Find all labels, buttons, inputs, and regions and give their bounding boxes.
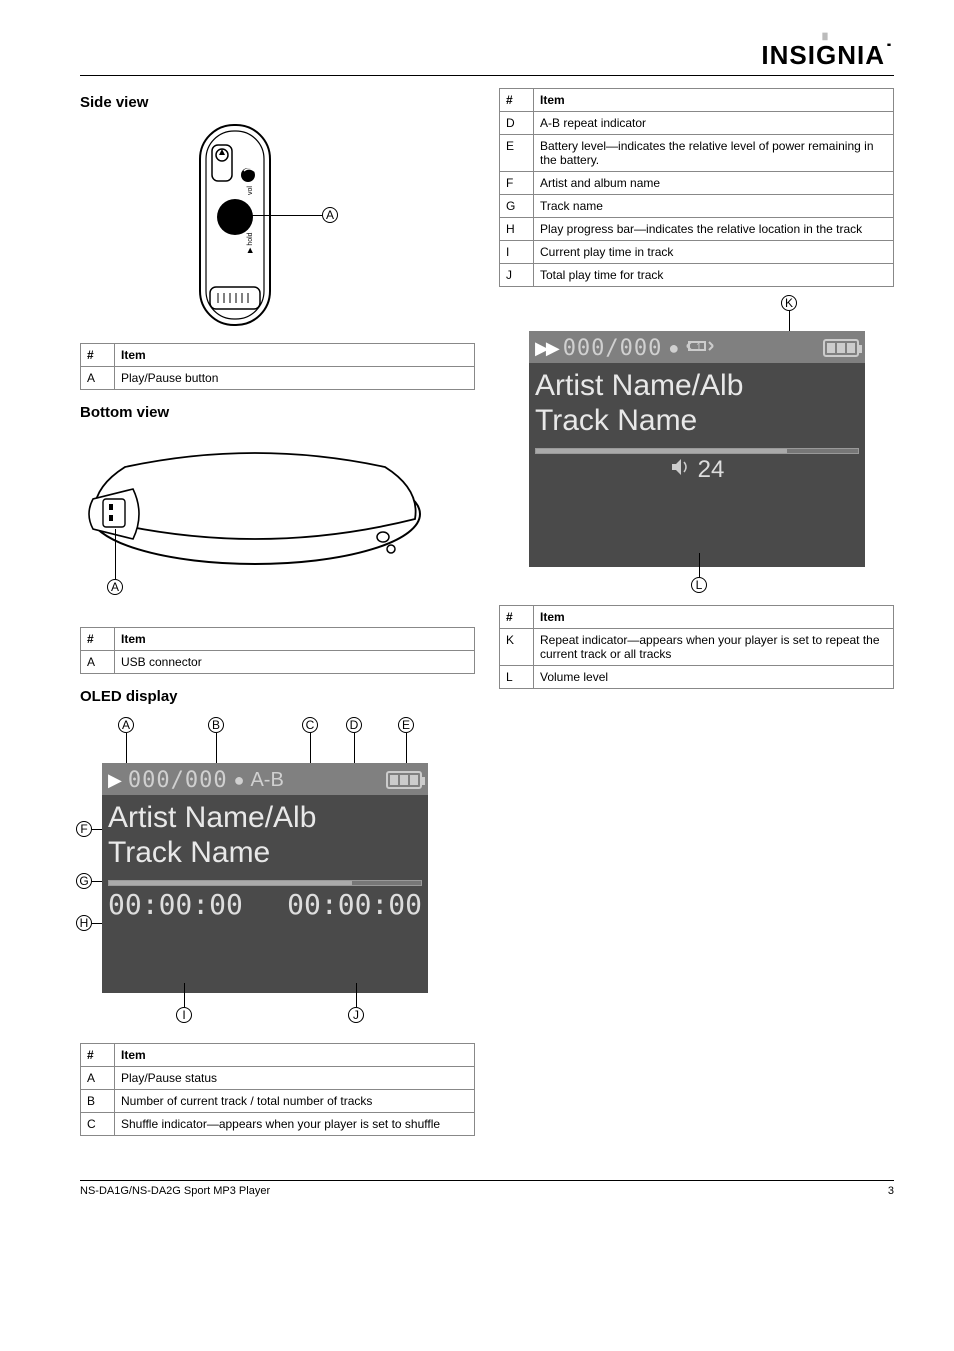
callout-f: F xyxy=(76,821,92,837)
col-header: Item xyxy=(115,1044,475,1067)
callout-a: A xyxy=(322,207,338,223)
table-row: KRepeat indicator—appears when your play… xyxy=(500,629,894,666)
oled-topbar: ▶ 000/000 ● A-B xyxy=(102,763,428,795)
col-header: # xyxy=(500,89,534,112)
bottom-view-heading: Bottom view xyxy=(80,404,475,421)
track-line: Track Name xyxy=(108,836,422,871)
row-val: USB connector xyxy=(115,651,475,674)
shuffle-dot-icon: ● xyxy=(668,338,679,359)
volume-value: 24 xyxy=(698,456,725,484)
callout-c: C xyxy=(302,717,318,733)
table-row: EBattery level—indicates the relative le… xyxy=(500,135,894,172)
left-column: Side view vol ▶ hold xyxy=(80,88,475,1150)
speaker-icon xyxy=(670,458,692,482)
battery-icon xyxy=(823,339,859,357)
bottom-view-diagram: A xyxy=(80,429,430,619)
ab-repeat-icon: A-B xyxy=(250,769,283,792)
svg-text:1: 1 xyxy=(696,342,702,353)
col-header: # xyxy=(81,344,115,367)
oled-screen-2: ▶▶ 000/000 ● 1 Artist Name/Alb Track Nam… xyxy=(529,331,865,567)
svg-text:▶ hold: ▶ hold xyxy=(247,232,254,253)
footer: NS-DA1G/NS-DA2G Sport MP3 Player 3 xyxy=(80,1181,894,1201)
time-row: 00:00:00 00:00:00 xyxy=(108,888,422,921)
page: INSIG▝NIA˙ Side view vo xyxy=(0,0,954,1241)
side-view-table: # Item A Play/Pause button xyxy=(80,343,475,390)
artist-line: Artist Name/Alb xyxy=(108,801,422,836)
table-row: DA-B repeat indicator xyxy=(500,112,894,135)
oled-heading: OLED display xyxy=(80,688,475,705)
callout-line xyxy=(252,215,322,216)
row-key: A xyxy=(81,651,115,674)
bottom-view-svg xyxy=(80,429,430,619)
repeat-icon: 1 xyxy=(685,336,715,361)
callout-a: A xyxy=(118,717,134,733)
page-number: 3 xyxy=(888,1185,894,1197)
callout-j: J xyxy=(348,1007,364,1023)
progress-bar xyxy=(535,448,859,454)
callout-l: L xyxy=(691,577,707,593)
two-column-layout: Side view vol ▶ hold xyxy=(80,88,894,1150)
progress-bar xyxy=(108,880,422,886)
track-counter: 000/000 xyxy=(128,768,228,793)
table-row: HPlay progress bar—indicates the relativ… xyxy=(500,218,894,241)
table-row: ICurrent play time in track xyxy=(500,241,894,264)
volume-row: 24 xyxy=(535,456,859,484)
battery-icon xyxy=(386,771,422,789)
oled-diagram-2: K ▶▶ 000/000 ● 1 Artist Name/Alb Track N… xyxy=(499,301,869,581)
skip-fwd-icon: ▶▶ xyxy=(535,338,557,359)
callout-i: I xyxy=(176,1007,192,1023)
table-row: JTotal play time for track xyxy=(500,264,894,287)
col-header: # xyxy=(500,606,534,629)
oled-table-left: # Item APlay/Pause status BNumber of cur… xyxy=(80,1043,475,1136)
time-elapsed: 00:00:00 xyxy=(108,888,243,921)
oled-screen-1: ▶ 000/000 ● A-B Artist Name/Alb Track Na… xyxy=(102,763,428,993)
track-counter: 000/000 xyxy=(563,336,663,361)
header: INSIG▝NIA˙ xyxy=(80,40,894,76)
callout-b: B xyxy=(208,717,224,733)
brand-logo: INSIG▝NIA˙ xyxy=(761,40,894,70)
oled-topbar: ▶▶ 000/000 ● 1 xyxy=(529,331,865,363)
table-row: FArtist and album name xyxy=(500,172,894,195)
callout-line-v xyxy=(115,529,116,579)
callout-e: E xyxy=(398,717,414,733)
col-header: Item xyxy=(115,344,475,367)
time-total: 00:00:00 xyxy=(287,888,422,921)
table-row: LVolume level xyxy=(500,666,894,689)
oled-repeat-table: # Item KRepeat indicator—appears when yo… xyxy=(499,605,894,689)
col-header: # xyxy=(81,628,115,651)
track-line: Track Name xyxy=(535,404,859,439)
shuffle-dot-icon: ● xyxy=(234,770,245,791)
bottom-view-table: # Item A USB connector xyxy=(80,627,475,674)
side-view-svg: vol ▶ hold xyxy=(80,115,420,335)
callout-d: D xyxy=(346,717,362,733)
side-view-diagram: vol ▶ hold A xyxy=(80,115,420,335)
svg-text:vol: vol xyxy=(247,186,254,195)
table-row: A USB connector xyxy=(81,651,475,674)
right-column: # Item DA-B repeat indicator EBattery le… xyxy=(499,88,894,1150)
col-header: Item xyxy=(534,89,894,112)
col-header: # xyxy=(81,1044,115,1067)
callout-h: H xyxy=(76,915,92,931)
side-view-heading: Side view xyxy=(80,94,475,111)
callout-a: A xyxy=(107,579,123,595)
artist-line: Artist Name/Alb xyxy=(535,369,859,404)
table-row: CShuffle indicator—appears when your pla… xyxy=(81,1113,475,1136)
col-header: Item xyxy=(115,628,475,651)
row-key: A xyxy=(81,367,115,390)
col-header: Item xyxy=(534,606,894,629)
footer-title: NS-DA1G/NS-DA2G Sport MP3 Player xyxy=(80,1185,270,1197)
table-row: GTrack name xyxy=(500,195,894,218)
oled-diagram-1: A B C D E F G H ▶ xyxy=(80,715,430,1035)
row-val: Play/Pause button xyxy=(115,367,475,390)
play-icon: ▶ xyxy=(108,770,122,791)
table-row: A Play/Pause button xyxy=(81,367,475,390)
callout-k: K xyxy=(781,295,797,311)
table-row: APlay/Pause status xyxy=(81,1067,475,1090)
callout-g: G xyxy=(76,873,92,889)
table-row: BNumber of current track / total number … xyxy=(81,1090,475,1113)
oled-table-right: # Item DA-B repeat indicator EBattery le… xyxy=(499,88,894,287)
